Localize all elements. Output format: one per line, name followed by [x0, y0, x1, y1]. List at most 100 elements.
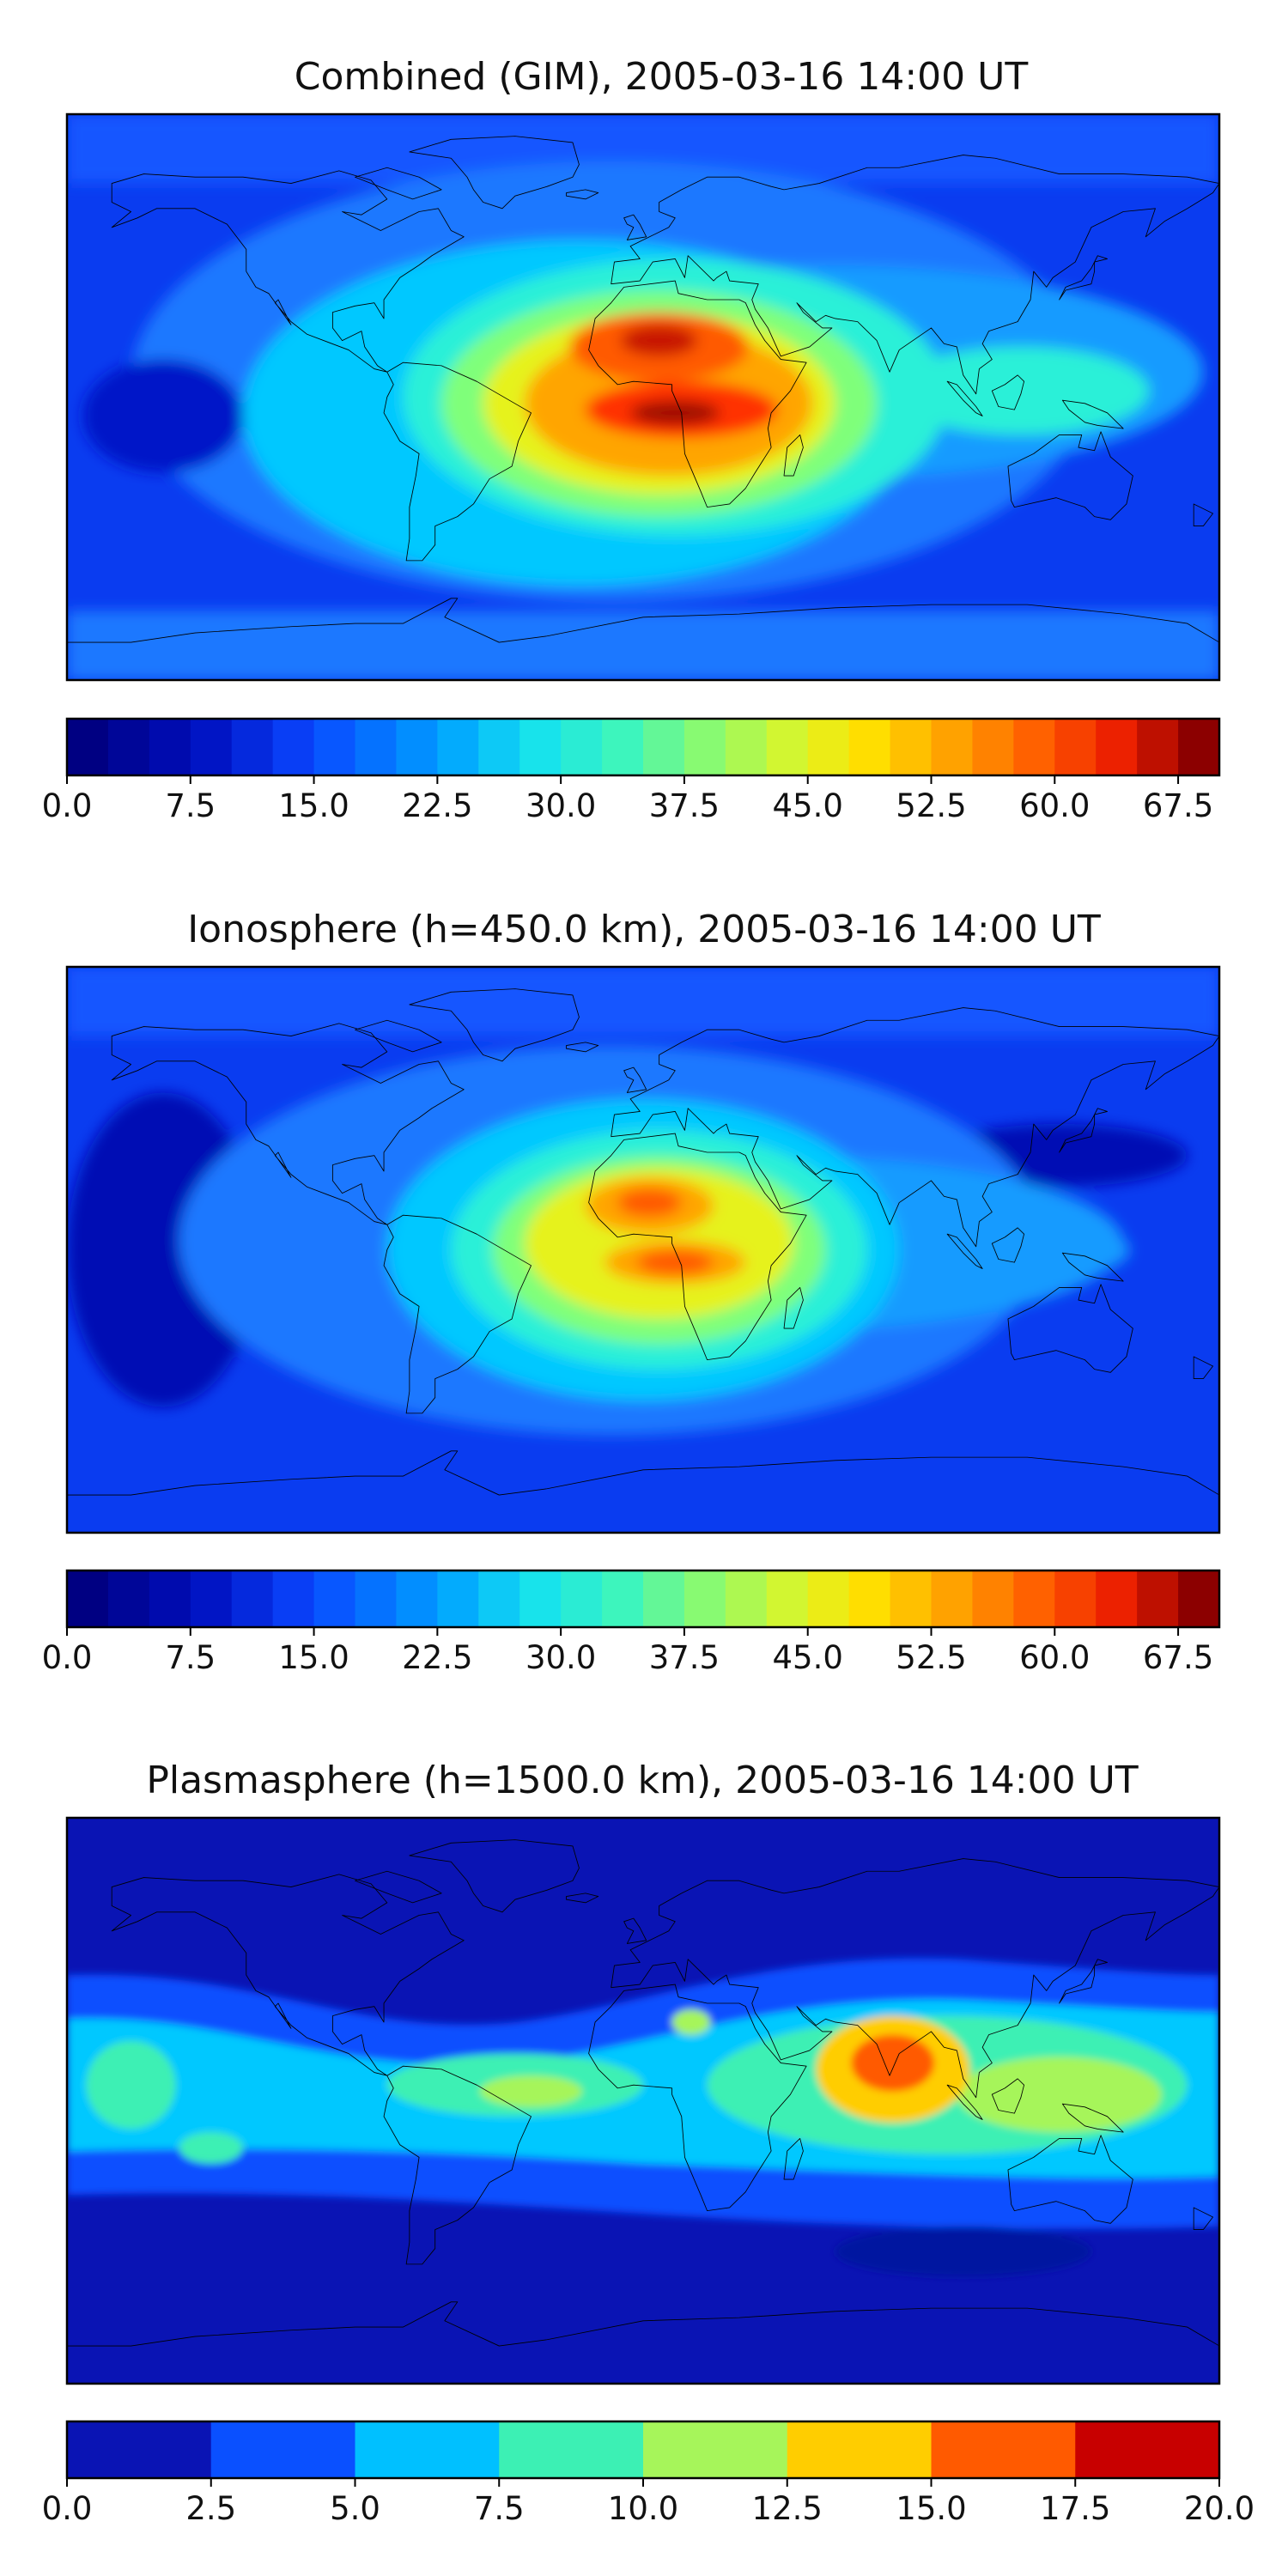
- colorbar-bin: [355, 719, 398, 775]
- colorbar-ticks-combined: 0.0 7.5 15.0 22.5 30.0 37.5 45.0 52.5 60.0 67.5: [42, 775, 1213, 824]
- colorbar-bin: [499, 2421, 644, 2478]
- tec-field: [67, 114, 1219, 680]
- colorbar-bin: [561, 1571, 603, 1627]
- colorbar-tick-label: 15.0: [278, 1639, 349, 1676]
- colorbar-bin: [231, 719, 274, 775]
- colorbar-bin: [807, 719, 850, 775]
- colorbar-frame-combined: [65, 717, 1221, 777]
- colorbar-tick-label: 2.5: [185, 2490, 236, 2527]
- panel-title-plasmasphere: Plasmasphere (h=1500.0 km), 2005-03-16 1…: [146, 1759, 1138, 1802]
- colorbar-bin: [437, 719, 479, 775]
- colorbar-tick-label: 22.5: [402, 787, 472, 824]
- colorbar-tick-label: 45.0: [773, 1639, 843, 1676]
- colorbar-bin: [355, 2421, 500, 2478]
- colorbar-tick-label: 12.5: [752, 2490, 823, 2527]
- colorbar-bin: [519, 1571, 562, 1627]
- colorbar-ticks-ionosphere: 0.0 7.5 15.0 22.5 30.0 37.5 45.0 52.5 60.0 67.5: [42, 1627, 1213, 1676]
- colorbar-bin: [807, 1571, 850, 1627]
- colorbar-bin: [643, 2421, 788, 2478]
- colorbar-tick-label: 10.0: [608, 2490, 678, 2527]
- colorbar-tick-label: 37.5: [649, 1639, 720, 1676]
- colorbar-bin: [848, 1571, 891, 1627]
- colorbar-tick-label: 52.5: [896, 1639, 966, 1676]
- colorbar-bin: [478, 719, 520, 775]
- colorbar-tick-label: 60.0: [1019, 787, 1090, 824]
- panel-title-ionosphere: Ionosphere (h=450.0 km), 2005-03-16 14:0…: [187, 908, 1101, 951]
- colorbar-bin: [107, 719, 150, 775]
- colorbar-tick-label: 7.5: [165, 1639, 216, 1676]
- colorbar-tick-label: 37.5: [649, 787, 720, 824]
- colorbar-tick-label: 52.5: [896, 787, 966, 824]
- map-frame-plasmasphere: [65, 1816, 1221, 2385]
- colorbar-bin: [725, 719, 768, 775]
- colorbar-tick-label: 22.5: [402, 1639, 472, 1676]
- colorbar-tick-label: 7.5: [165, 787, 216, 824]
- colorbar-bin: [1054, 719, 1097, 775]
- colorbar-tick-label: 0.0: [42, 1639, 93, 1676]
- colorbar-bin: [972, 1571, 1014, 1627]
- colorbar-bin: [313, 1571, 356, 1627]
- colorbar-bin: [396, 1571, 438, 1627]
- colorbar-tick-label: 20.0: [1184, 2490, 1255, 2527]
- colorbar-bin: [561, 719, 603, 775]
- map-ionosphere: [67, 967, 1219, 1533]
- colorbar-bin: [272, 719, 315, 775]
- colorbar-bin: [149, 719, 191, 775]
- colorbar-bin: [725, 1571, 768, 1627]
- colorbar-bin: [602, 1571, 644, 1627]
- tec-field: [67, 967, 1219, 1436]
- colorbar-frame-ionosphere: [65, 1569, 1221, 1629]
- colorbar-combined: [67, 719, 1220, 775]
- colorbar-bin: [1178, 1571, 1220, 1627]
- colorbar-bin: [643, 719, 685, 775]
- colorbar-bin: [67, 2421, 212, 2478]
- colorbar-tick-label: 7.5: [474, 2490, 525, 2527]
- colorbar-bin: [519, 719, 562, 775]
- colorbar-bin: [1013, 1571, 1055, 1627]
- colorbar-tick-label: 30.0: [526, 787, 596, 824]
- tec-field: [67, 1958, 1219, 2277]
- map-frame-ionosphere: [65, 965, 1221, 1534]
- colorbar-bin: [1096, 1571, 1138, 1627]
- map-plasmasphere: [67, 1818, 1219, 2384]
- colorbar-bin: [890, 1571, 933, 1627]
- colorbar-tick-label: 0.0: [42, 2490, 93, 2527]
- colorbar-bin: [787, 2421, 933, 2478]
- colorbar-bin: [190, 1571, 233, 1627]
- colorbar-bin: [1178, 719, 1220, 775]
- colorbar-bin: [396, 719, 438, 775]
- colorbar-bin: [931, 719, 974, 775]
- colorbar-bin: [1096, 719, 1138, 775]
- colorbar-bin: [766, 719, 809, 775]
- colorbar-bin: [149, 1571, 191, 1627]
- panel-ionosphere: Ionosphere (h=450.0 km), 2005-03-16 14:0…: [42, 908, 1221, 1676]
- map-frame-combined: [65, 112, 1221, 682]
- colorbar-ticks-plasmasphere: 0.0 2.5 5.0 7.5 10.0 12.5 15.0 17.5 20.0: [42, 2478, 1255, 2527]
- panel-title-combined: Combined (GIM), 2005-03-16 14:00 UT: [295, 55, 1029, 99]
- colorbar-bin: [210, 2421, 356, 2478]
- colorbar-ionosphere: [67, 1571, 1220, 1627]
- colorbar-bin: [1137, 1571, 1179, 1627]
- colorbar-tick-label: 15.0: [278, 787, 349, 824]
- colorbar-bin: [848, 719, 891, 775]
- colorbar-bin: [313, 719, 356, 775]
- colorbar-bin: [683, 1571, 726, 1627]
- colorbar-bin: [1054, 1571, 1097, 1627]
- colorbar-bin: [272, 1571, 315, 1627]
- colorbar-bin: [602, 719, 644, 775]
- colorbar-tick-label: 67.5: [1143, 787, 1213, 824]
- colorbar-tick-label: 17.5: [1040, 2490, 1110, 2527]
- colorbar-tick-label: 30.0: [526, 1639, 596, 1676]
- panel-plasmasphere: Plasmasphere (h=1500.0 km), 2005-03-16 1…: [42, 1759, 1255, 2527]
- colorbar-bin: [355, 1571, 398, 1627]
- colorbar-bin: [107, 1571, 150, 1627]
- colorbar-bin: [1137, 719, 1179, 775]
- colorbar-tick-label: 15.0: [896, 2490, 966, 2527]
- colorbar-bin: [67, 1571, 109, 1627]
- colorbar-tick-label: 5.0: [330, 2490, 380, 2527]
- colorbar-bin: [1013, 719, 1055, 775]
- colorbar-bin: [931, 1571, 974, 1627]
- colorbar-bin: [478, 1571, 520, 1627]
- colorbar-bin: [683, 719, 726, 775]
- map-combined: [67, 114, 1219, 680]
